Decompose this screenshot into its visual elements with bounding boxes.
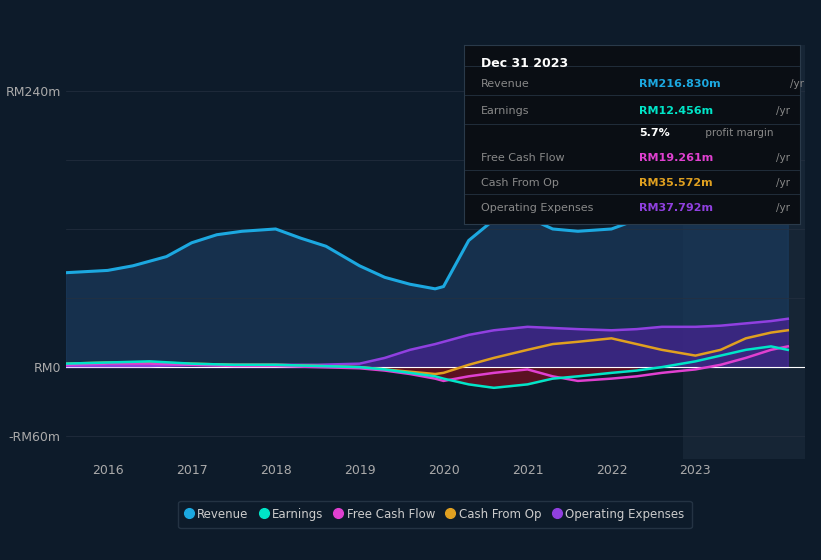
Text: /yr: /yr bbox=[776, 153, 790, 163]
Text: Operating Expenses: Operating Expenses bbox=[481, 203, 593, 213]
Text: RM37.792m: RM37.792m bbox=[639, 203, 713, 213]
Text: Revenue: Revenue bbox=[481, 79, 530, 89]
Text: /yr: /yr bbox=[776, 203, 790, 213]
Text: /yr: /yr bbox=[791, 79, 805, 89]
Text: Free Cash Flow: Free Cash Flow bbox=[481, 153, 564, 163]
Text: Cash From Op: Cash From Op bbox=[481, 178, 558, 188]
Text: 5.7%: 5.7% bbox=[639, 128, 670, 138]
Text: Earnings: Earnings bbox=[481, 106, 530, 116]
Text: RM216.830m: RM216.830m bbox=[639, 79, 721, 89]
Text: Dec 31 2023: Dec 31 2023 bbox=[481, 57, 568, 71]
Legend: Revenue, Earnings, Free Cash Flow, Cash From Op, Operating Expenses: Revenue, Earnings, Free Cash Flow, Cash … bbox=[178, 501, 692, 528]
Text: RM12.456m: RM12.456m bbox=[639, 106, 713, 116]
Text: /yr: /yr bbox=[776, 106, 790, 116]
Text: /yr: /yr bbox=[776, 178, 790, 188]
Text: profit margin: profit margin bbox=[701, 128, 773, 138]
Text: RM19.261m: RM19.261m bbox=[639, 153, 713, 163]
Text: RM35.572m: RM35.572m bbox=[639, 178, 713, 188]
Bar bbox=[683, 45, 805, 459]
